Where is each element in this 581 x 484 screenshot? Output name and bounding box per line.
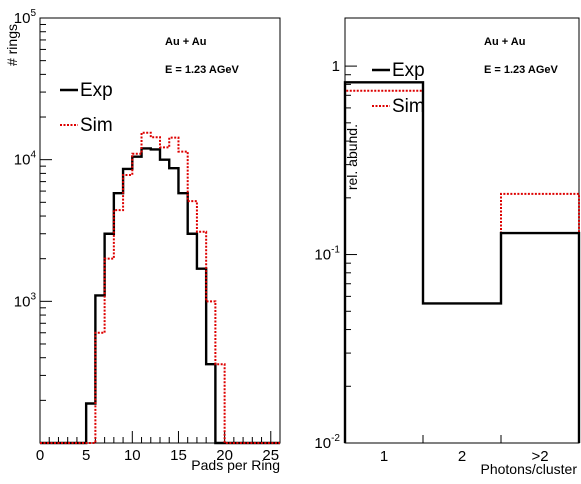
x-tick-label: 5 xyxy=(82,447,90,464)
y-tick-label: 103 xyxy=(14,291,37,310)
annotation-energy: E = 1.23 AGeV xyxy=(165,64,240,76)
x-tick-label: 20 xyxy=(216,447,233,464)
right-panel: 1 2 >2 10-2 10-1 1 Photons/cluster rel. abund. A… xyxy=(314,17,581,477)
plot-frame xyxy=(39,17,281,444)
series-line-sim xyxy=(40,131,280,444)
x-category-label: 1 xyxy=(380,448,388,465)
x-category-label: >2 xyxy=(531,448,548,465)
x-axis-label: Pads per Ring xyxy=(191,457,280,473)
y-tick-label: 1 xyxy=(332,58,340,75)
y-tick-label: 10-2 xyxy=(314,433,340,452)
legend-label-sim: Sim xyxy=(80,115,113,136)
y-tick-label: 105 xyxy=(14,8,37,27)
y-tick-label: 10-1 xyxy=(314,245,340,264)
x-tick-label: 0 xyxy=(36,447,44,464)
annotation-system: Au + Au xyxy=(484,36,525,48)
x-axis-label: Photons/cluster xyxy=(481,461,578,477)
y-tick-label: 104 xyxy=(14,150,37,169)
series-line-exp xyxy=(343,81,581,443)
x-category-label: 2 xyxy=(458,448,466,465)
y-axis-label: rel. abund. xyxy=(344,124,360,190)
y-axis-label: # rings xyxy=(4,24,20,66)
left-panel: 0 5 10 15 20 25 103 104 105 Pads per Ring # rings A… xyxy=(4,8,281,473)
x-tick-label: 15 xyxy=(170,447,187,464)
legend-label-exp: Exp xyxy=(80,80,113,101)
annotation-energy: E = 1.23 AGeV xyxy=(484,64,559,76)
series-line-exp xyxy=(40,147,280,445)
series-line-sim xyxy=(344,89,580,443)
legend-label-exp: Exp xyxy=(392,60,425,81)
x-tick-label: 25 xyxy=(262,447,279,464)
x-tick-label: 10 xyxy=(124,447,141,464)
annotation-system: Au + Au xyxy=(165,36,206,48)
legend-label-sim: Sim xyxy=(392,96,425,117)
